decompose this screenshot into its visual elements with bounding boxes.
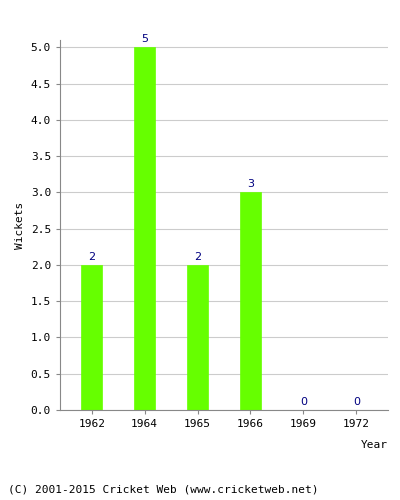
Y-axis label: Wickets: Wickets	[15, 202, 25, 248]
Text: 0: 0	[353, 397, 360, 407]
Bar	[81, 265, 102, 410]
Text: 2: 2	[88, 252, 95, 262]
Bar	[134, 48, 155, 410]
Text: Year: Year	[361, 440, 388, 450]
Text: (C) 2001-2015 Cricket Web (www.cricketweb.net): (C) 2001-2015 Cricket Web (www.cricketwe…	[8, 485, 318, 495]
Text: 3: 3	[247, 180, 254, 190]
Text: 0: 0	[300, 397, 307, 407]
Text: 2: 2	[194, 252, 201, 262]
Bar	[240, 192, 261, 410]
Text: 5: 5	[141, 34, 148, 44]
Bar	[187, 265, 208, 410]
